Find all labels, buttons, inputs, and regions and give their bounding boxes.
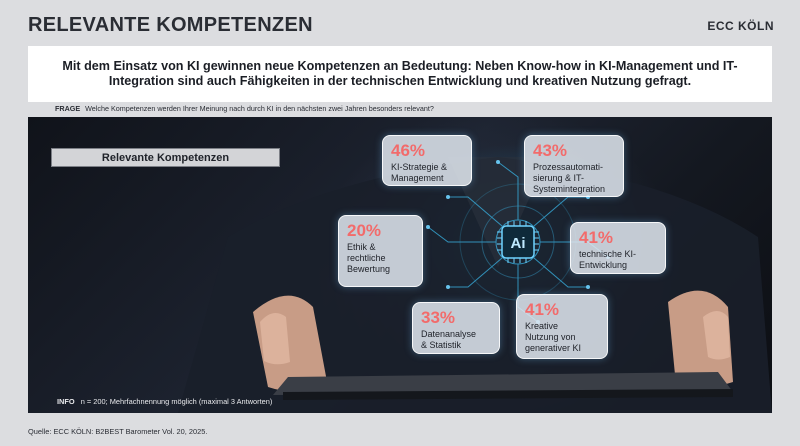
value-label: 41% — [525, 300, 560, 319]
card-datenanalyse: 33% Datenanalyse & Statistik — [412, 302, 500, 354]
question-line: FRAGE Welche Kompetenzen werden Ihrer Me… — [55, 104, 434, 113]
category-label: Datenanalyse & Statistik — [421, 329, 477, 350]
value-label: 41% — [579, 228, 614, 247]
category-label: Prozessautomati- sierung & IT- Systemint… — [533, 162, 606, 194]
question-text: Welche Kompetenzen werden Ihrer Meinung … — [85, 104, 434, 113]
card-ethik: 20% Ethik & rechtliche Bewertung — [338, 215, 423, 287]
info-note: INFO n = 200; Mehrfachnennung möglich (m… — [57, 397, 272, 406]
category-label: technische KI- Entwicklung — [579, 249, 637, 270]
card-kreative-nutzung: 41% Kreative Nutzung von generativer KI — [516, 294, 608, 359]
headline-box: Mit dem Einsatz von KI gewinnen neue Kom… — [28, 46, 772, 102]
headline-text: Mit dem Einsatz von KI gewinnen neue Kom… — [62, 59, 738, 88]
value-label: 20% — [347, 221, 382, 240]
card-technische-ki: 41% technische KI- Entwicklung — [570, 222, 666, 274]
value-label: 33% — [421, 308, 456, 327]
brand-logo: ECC KÖLN — [707, 19, 774, 33]
panel-label: Relevante Kompetenzen — [51, 148, 280, 167]
category-label: Ethik & rechtliche Bewertung — [347, 242, 391, 274]
card-ki-strategie: 46% KI-Strategie & Management — [382, 135, 472, 186]
source-note: Quelle: ECC KÖLN: B2BEST Barometer Vol. … — [28, 427, 208, 436]
ai-chip-label: Ai — [511, 235, 526, 252]
info-text: n = 200; Mehrfachnennung möglich (maxima… — [80, 397, 273, 406]
card-prozessautomatisierung: 43% Prozessautomati- sierung & IT- Syste… — [524, 135, 624, 197]
category-label: Kreative Nutzung von generativer KI — [525, 321, 582, 353]
page-title: RELEVANTE KOMPETENZEN — [28, 14, 313, 36]
category-label: KI-Strategie & Management — [391, 162, 448, 183]
background-illustration: Ai — [178, 157, 772, 413]
info-label: INFO — [57, 397, 75, 406]
value-label: 43% — [533, 141, 568, 160]
visual-panel: Ai Relevante Kompetenzen 46% KI-Strategi… — [28, 117, 772, 413]
question-label: FRAGE — [55, 104, 81, 113]
value-label: 46% — [391, 141, 426, 160]
